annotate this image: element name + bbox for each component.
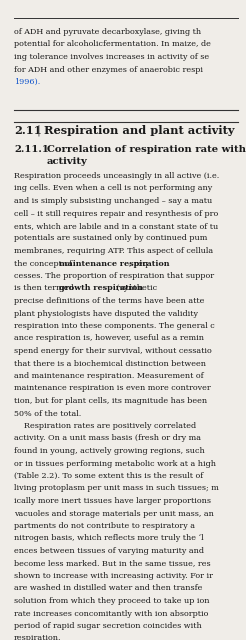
Text: potentials are sustained only by continued pum: potentials are sustained only by continu… — [14, 234, 207, 243]
Text: (synthetic: (synthetic — [113, 285, 157, 292]
Text: maintenance respiration: maintenance respiration — [59, 259, 170, 268]
Text: activity: activity — [47, 157, 88, 166]
Text: found in young, actively growing regions, such: found in young, actively growing regions… — [14, 447, 205, 455]
Text: potential for alcoholicfermentation. In maize, de: potential for alcoholicfermentation. In … — [14, 40, 211, 49]
Text: shown to increase with increasing activity. For ir: shown to increase with increasing activi… — [14, 572, 213, 580]
Text: maintenance respiration is even more controver: maintenance respiration is even more con… — [14, 385, 211, 392]
Text: rate increases concomitantly with ion absorptio: rate increases concomitantly with ion ab… — [14, 609, 208, 618]
Text: become less marked. But in the same tissue, res: become less marked. But in the same tiss… — [14, 559, 211, 568]
Text: activity. On a unit mass basis (fresh or dry ma: activity. On a unit mass basis (fresh or… — [14, 435, 201, 442]
Text: nitrogen basis, which reflects more truly the ‘l: nitrogen basis, which reflects more trul… — [14, 534, 204, 543]
Text: Correlation of respiration rate with: Correlation of respiration rate with — [47, 145, 246, 154]
Text: spend energy for their survival, without cessatio: spend energy for their survival, without… — [14, 347, 212, 355]
Text: or in tissues performing metabolic work at a high: or in tissues performing metabolic work … — [14, 460, 216, 467]
Text: that there is a biochemical distinction between: that there is a biochemical distinction … — [14, 360, 206, 367]
Text: are washed in distilled water and then transfe: are washed in distilled water and then t… — [14, 584, 202, 593]
Text: respiration into these components. The general c: respiration into these components. The g… — [14, 322, 215, 330]
Text: precise definitions of the terms have been atte: precise definitions of the terms have be… — [14, 297, 204, 305]
Text: 2.11: 2.11 — [14, 125, 42, 136]
Text: membranes, requiring ATP. This aspect of cellula: membranes, requiring ATP. This aspect of… — [14, 247, 213, 255]
Text: vacuoles and storage materials per unit mass, an: vacuoles and storage materials per unit … — [14, 509, 214, 518]
Text: 50% of the total.: 50% of the total. — [14, 410, 81, 417]
Text: ences between tissues of varying maturity and: ences between tissues of varying maturit… — [14, 547, 204, 555]
Text: plant physiologists have disputed the validity: plant physiologists have disputed the va… — [14, 310, 198, 317]
Text: partments do not contribute to respiratory a: partments do not contribute to respirato… — [14, 522, 195, 530]
Text: cesses. The proportion of respiration that suppor: cesses. The proportion of respiration th… — [14, 272, 214, 280]
Text: Respiration rates are positively correlated: Respiration rates are positively correla… — [14, 422, 196, 430]
Text: (Table 2.2). To some extent this is the result of: (Table 2.2). To some extent this is the … — [14, 472, 203, 480]
Text: and maintenance respiration. Measurement of: and maintenance respiration. Measurement… — [14, 372, 204, 380]
Text: ing tolerance involves increases in activity of se: ing tolerance involves increases in acti… — [14, 53, 209, 61]
Text: ing cells. Even when a cell is not performing any: ing cells. Even when a cell is not perfo… — [14, 184, 212, 193]
Text: is then termed: is then termed — [14, 285, 76, 292]
Text: and is simply subsisting unchanged – say a matu: and is simply subsisting unchanged – say… — [14, 197, 212, 205]
Text: |: | — [36, 125, 40, 136]
Text: ance respiration is, however, useful as a remin: ance respiration is, however, useful as … — [14, 335, 204, 342]
Text: growth respiration: growth respiration — [59, 285, 143, 292]
Text: , req: , req — [129, 259, 147, 268]
Text: 2.11.1: 2.11.1 — [14, 145, 49, 154]
Text: ents, which are labile and in a constant state of tu: ents, which are labile and in a constant… — [14, 222, 218, 230]
Text: living protoplasm per unit mass in such tissues; m: living protoplasm per unit mass in such … — [14, 484, 219, 493]
Text: the concept of: the concept of — [14, 259, 75, 268]
Text: Respiration proceeds unceasingly in all active (i.e.: Respiration proceeds unceasingly in all … — [14, 172, 219, 180]
Text: respiration.: respiration. — [14, 634, 62, 640]
Text: Respiration and plant activity: Respiration and plant activity — [44, 125, 234, 136]
Text: 1996).: 1996). — [14, 78, 40, 86]
Text: solution from which they proceed to take up ion: solution from which they proceed to take… — [14, 597, 210, 605]
Text: of ADH and pyruvate decarboxylase, giving th: of ADH and pyruvate decarboxylase, givin… — [14, 28, 201, 36]
Text: tion, but for plant cells, its magnitude has been: tion, but for plant cells, its magnitude… — [14, 397, 207, 405]
Text: for ADH and other enzymes of anaerobic respi: for ADH and other enzymes of anaerobic r… — [14, 65, 203, 74]
Text: ically more inert tissues have larger proportions: ically more inert tissues have larger pr… — [14, 497, 211, 505]
Text: cell – it still requires repair and resynthesis of pro: cell – it still requires repair and resy… — [14, 209, 218, 218]
Text: period of rapid sugar secretion coincides with: period of rapid sugar secretion coincide… — [14, 622, 202, 630]
